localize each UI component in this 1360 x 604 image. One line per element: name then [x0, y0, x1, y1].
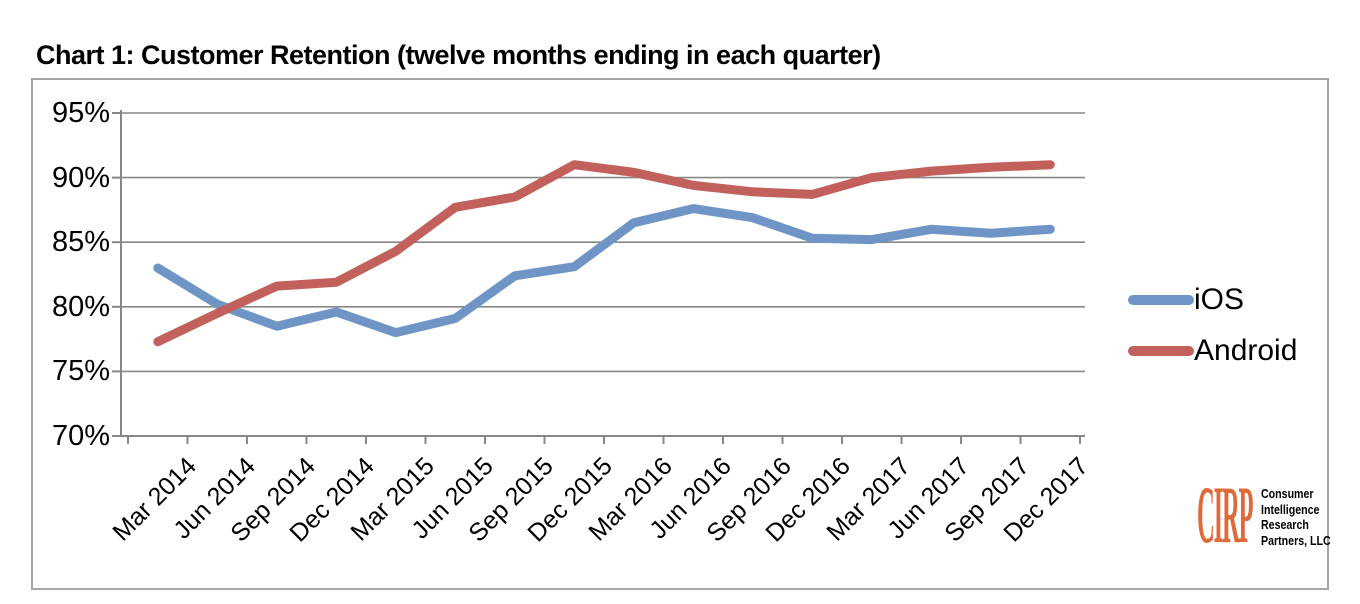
android-line-swatch [1128, 346, 1194, 356]
y-axis-label: 70% [51, 420, 110, 452]
y-axis-label: 95% [51, 97, 110, 129]
cirp-logo-text: Consumer Intelligence Research Partners,… [1261, 487, 1331, 549]
cirp-logo-text-line: Partners, LLC [1261, 533, 1331, 548]
y-axis-label: 80% [51, 290, 110, 323]
cirp-logo-text-line: Intelligence [1261, 502, 1320, 517]
chart-title: Chart 1: Customer Retention (twelve mont… [36, 40, 881, 70]
legend-item-android: Android [1128, 336, 1297, 366]
ios-line-swatch [1128, 295, 1194, 305]
cirp-logo-brand: CIRP [1197, 469, 1254, 560]
y-axis-label: 75% [51, 355, 110, 388]
y-axis-label: 85% [51, 226, 110, 259]
legend-label-android: Android [1194, 334, 1298, 367]
y-axis-label: 90% [51, 161, 110, 194]
cirp-logo: CIRP Consumer Intelligence Research Part… [1197, 469, 1360, 560]
legend-item-ios: iOS [1128, 285, 1297, 315]
legend: iOS Android [1128, 285, 1297, 387]
legend-label-ios: iOS [1194, 283, 1245, 316]
cirp-logo-text-line: Consumer [1261, 487, 1314, 501]
cirp-logo-text-line: Research [1261, 518, 1309, 532]
